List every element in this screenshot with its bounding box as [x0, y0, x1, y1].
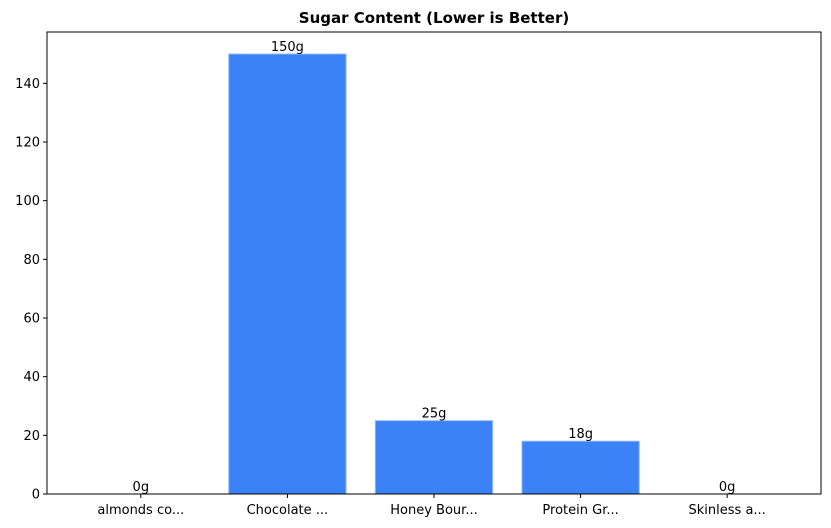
y-tick-label: 140 — [15, 77, 40, 92]
bar — [228, 53, 347, 495]
x-tick-label: almonds co... — [97, 503, 184, 518]
value-label: 150g — [271, 40, 304, 55]
y-tick-label: 80 — [23, 253, 40, 268]
value-label: 0g — [133, 480, 150, 495]
y-tick-label: 20 — [23, 429, 40, 444]
x-tick-label: Chocolate ... — [247, 503, 329, 518]
y-tick-label: 60 — [23, 312, 40, 327]
y-tick-label: 120 — [15, 136, 40, 151]
chart-title: Sugar Content (Lower is Better) — [299, 9, 569, 27]
x-tick-label: Skinless a... — [689, 503, 766, 518]
value-label: 25g — [422, 407, 447, 422]
y-tick-label: 0 — [32, 488, 40, 503]
value-label: 18g — [568, 427, 593, 442]
y-tick-label: 40 — [23, 370, 40, 385]
x-tick-label: Honey Bour... — [390, 503, 477, 518]
y-tick-label: 100 — [15, 194, 40, 209]
x-tick-label: Protein Gr... — [542, 503, 618, 518]
plot-frame — [46, 31, 822, 495]
bar — [521, 440, 640, 495]
value-label: 0g — [719, 480, 736, 495]
bar — [374, 420, 494, 495]
